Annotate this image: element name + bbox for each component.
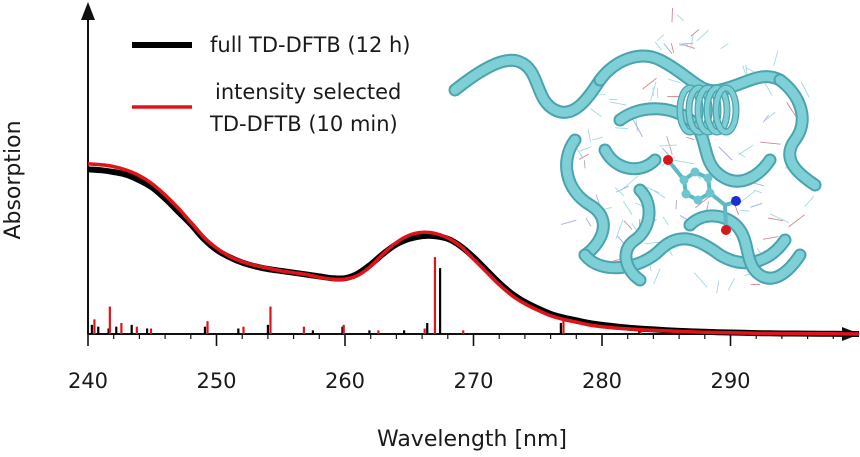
x-axis-title: Wavelength [nm] — [377, 427, 567, 452]
ribbon — [562, 135, 608, 260]
helix-turn — [704, 85, 730, 135]
ribbon — [600, 145, 660, 174]
stick-spectra — [90, 257, 642, 334]
legend-label-selected-line2: TD-DFTB (10 min) — [209, 112, 398, 136]
x-tick-label: 250 — [196, 369, 236, 393]
x-tick-label: 260 — [325, 369, 365, 393]
x-tick-label: 290 — [710, 369, 750, 393]
ribbon — [615, 104, 775, 186]
ribbon — [580, 234, 790, 273]
x-tick-label: 270 — [453, 369, 493, 393]
oxygen-atom — [721, 225, 731, 235]
x-axis-ticks: 240 250 260 270 280 290 — [68, 334, 834, 393]
ribbon — [595, 51, 785, 96]
helix-turn — [713, 85, 739, 135]
legend-label-full: full TD-DFTB (12 h) — [210, 33, 411, 57]
ribbon — [450, 55, 605, 117]
y-axis-title: Absorption — [1, 120, 26, 239]
series-line-selected — [87, 162, 860, 336]
protein-structure-illustration — [448, 7, 822, 294]
legend-label-selected-line1: intensity selected — [215, 80, 401, 104]
ribbon — [775, 75, 820, 190]
axes — [81, 2, 860, 341]
x-tick-label: 240 — [68, 369, 108, 393]
oxygen-atom — [663, 155, 673, 165]
legend: full TD-DFTB (12 h) intensity selected T… — [132, 33, 411, 136]
ribbon — [685, 211, 805, 283]
ribbon — [621, 185, 654, 285]
x-tick-label: 280 — [582, 369, 622, 393]
y-axis-arrow — [81, 2, 95, 20]
ligand-ball-and-stick — [663, 155, 741, 235]
spectrum-lines — [87, 162, 860, 337]
nitrogen-atom — [731, 196, 741, 206]
